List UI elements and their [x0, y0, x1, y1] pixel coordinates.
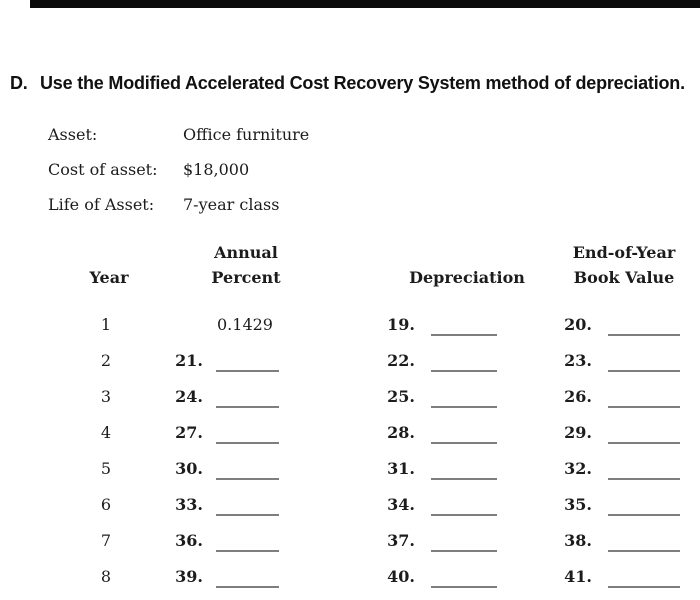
blank-number: 24. [175, 387, 203, 406]
answer-blank [431, 334, 497, 336]
answer-blank [608, 370, 680, 372]
life-label: Life of Asset: [48, 195, 155, 214]
table-row: 2 21. 22. 23. [0, 351, 700, 375]
header-depreciation: Depreciation [409, 268, 525, 287]
answer-blank [608, 406, 680, 408]
answer-blank [216, 514, 279, 516]
blank-number: 28. [387, 423, 415, 442]
answer-blank [431, 406, 497, 408]
section-heading: D. Use the Modified Accelerated Cost Reco… [10, 73, 698, 94]
answer-blank [216, 406, 279, 408]
header-end-of-year: End-of-Year [572, 243, 676, 262]
blank-number: 34. [387, 495, 415, 514]
scan-edge-bar [30, 0, 700, 8]
answer-blank [608, 334, 680, 336]
blank-number: 29. [564, 423, 592, 442]
table-row: 3 24. 25. 26. [0, 387, 700, 411]
year-cell: 3 [100, 387, 112, 406]
blank-number: 26. [564, 387, 592, 406]
blank-number: 27. [175, 423, 203, 442]
blank-number: 35. [564, 495, 592, 514]
answer-blank [608, 550, 680, 552]
blank-number: 40. [387, 567, 415, 586]
answer-blank [431, 370, 497, 372]
blank-number: 33. [175, 495, 203, 514]
header-book-value: Book Value [573, 268, 675, 287]
answer-blank [216, 586, 279, 588]
blank-number: 32. [564, 459, 592, 478]
life-info-row: Life of Asset: 7-year class [0, 195, 700, 217]
blank-number: 39. [175, 567, 203, 586]
answer-blank [608, 442, 680, 444]
cost-value: $18,000 [183, 160, 250, 179]
year-cell: 5 [100, 459, 112, 478]
asset-value: Office furniture [183, 125, 310, 144]
blank-number: 36. [175, 531, 203, 550]
year-cell: 1 [100, 315, 112, 334]
answer-blank [431, 442, 497, 444]
answer-blank [216, 550, 279, 552]
blank-number: 23. [564, 351, 592, 370]
blank-number: 38. [564, 531, 592, 550]
blank-number: 21. [175, 351, 203, 370]
section-heading-text: Use the Modified Accelerated Cost Recove… [40, 73, 685, 93]
table-row: 7 36. 37. 38. [0, 531, 700, 555]
year-cell: 4 [100, 423, 112, 442]
answer-blank [431, 478, 497, 480]
answer-blank [431, 550, 497, 552]
answer-blank [608, 514, 680, 516]
header-year: Year [89, 268, 129, 287]
header-annual: Annual [214, 243, 278, 262]
blank-number: 19. [387, 315, 415, 334]
annual-percent-value: 0.1429 [217, 315, 273, 334]
answer-blank [216, 442, 279, 444]
cost-info-row: Cost of asset: $18,000 [0, 160, 700, 182]
answer-blank [608, 586, 680, 588]
answer-blank [216, 370, 279, 372]
year-cell: 6 [100, 495, 112, 514]
blank-number: 30. [175, 459, 203, 478]
answer-blank [216, 478, 279, 480]
year-cell: 7 [100, 531, 112, 550]
table-row: 4 27. 28. 29. [0, 423, 700, 447]
blank-number: 20. [564, 315, 592, 334]
blank-number: 41. [564, 567, 592, 586]
blank-number: 22. [387, 351, 415, 370]
blank-number: 31. [387, 459, 415, 478]
year-cell: 2 [100, 351, 112, 370]
table-row: 8 39. 40. 41. [0, 567, 700, 591]
year-cell: 8 [100, 567, 112, 586]
life-value: 7-year class [183, 195, 280, 214]
asset-label: Asset: [48, 125, 98, 144]
table-row: 5 30. 31. 32. [0, 459, 700, 483]
table-row: 1 0.1429 19. 20. [0, 315, 700, 339]
answer-blank [431, 514, 497, 516]
asset-info-row: Asset: Office furniture [0, 125, 700, 147]
header-percent: Percent [211, 268, 281, 287]
section-label: D. [10, 73, 28, 93]
blank-number: 37. [387, 531, 415, 550]
cost-label: Cost of asset: [48, 160, 158, 179]
table-row: 6 33. 34. 35. [0, 495, 700, 519]
blank-number: 25. [387, 387, 415, 406]
answer-blank [608, 478, 680, 480]
answer-blank [431, 586, 497, 588]
